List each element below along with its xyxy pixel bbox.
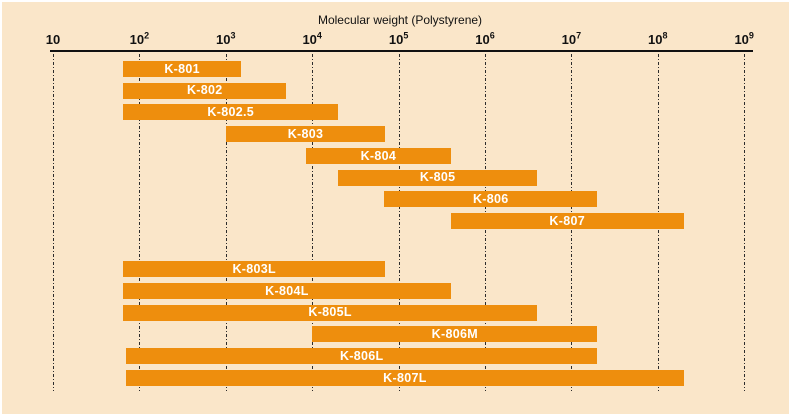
bar-label: K-806 (472, 191, 509, 206)
bar-label: K-807L (383, 370, 427, 385)
x-axis-tick-label-10e5: 105 (388, 30, 409, 47)
bar-k-805: K-805 (338, 169, 537, 186)
gridline-10e9 (744, 54, 746, 391)
gridline-10e4 (312, 54, 314, 391)
bar-k-803l: K-803L (123, 261, 386, 277)
x-axis-tick-label-10e4: 104 (302, 30, 322, 47)
gridline-10e1 (53, 54, 54, 391)
gridline-10e3 (225, 54, 227, 391)
x-axis-tick-label-10e2: 102 (129, 30, 150, 47)
bar-label: K-807 (549, 213, 585, 228)
bar-label: K-806M (431, 327, 478, 342)
x-axis-tick-label-10e3: 103 (216, 30, 236, 47)
bar-label: K-804L (265, 283, 309, 298)
gridline-10e2 (139, 54, 141, 391)
bar-label: K-806L (339, 348, 384, 363)
x-axis-tick-label-10e7: 107 (561, 30, 582, 47)
bar-k-806m: K-806M (312, 326, 598, 343)
bar-k-803: K-803 (225, 126, 386, 143)
bar-label: K-803 (287, 126, 324, 141)
bar-k-805l: K-805L (123, 304, 538, 321)
x-axis-tick-label-10e8: 108 (648, 30, 668, 47)
gridline-10e5 (398, 54, 400, 391)
x-axis-tick-label-10e9: 109 (734, 30, 754, 47)
bar-k-807l: K-807L (126, 370, 684, 386)
chart-title: Molecular weight (Polystyrene) (317, 13, 483, 27)
bar-label: K-803L (232, 261, 276, 276)
bar-k-801: K-801 (123, 61, 241, 77)
bar-k-804l: K-804L (123, 282, 451, 299)
bar-label: K-802 (186, 83, 223, 98)
bar-k-802-5: K-802.5 (123, 104, 339, 121)
x-axis-tick-label-10e6: 106 (475, 30, 495, 47)
bar-k-804: K-804 (306, 147, 451, 164)
bar-k-807: K-807 (450, 212, 684, 229)
bar-label: K-805 (419, 170, 456, 185)
bar-k-806l: K-806L (126, 348, 598, 365)
bar-k-802: K-802 (123, 82, 287, 99)
bar-k-806: K-806 (384, 191, 598, 208)
bar-label: K-802.5 (207, 105, 254, 120)
x-axis-tick-label-10e1: 10 (45, 32, 61, 47)
x-axis-line (50, 50, 753, 52)
bar-label: K-801 (164, 61, 200, 76)
bar-label: K-805L (308, 305, 352, 320)
bar-label: K-804 (360, 148, 397, 163)
